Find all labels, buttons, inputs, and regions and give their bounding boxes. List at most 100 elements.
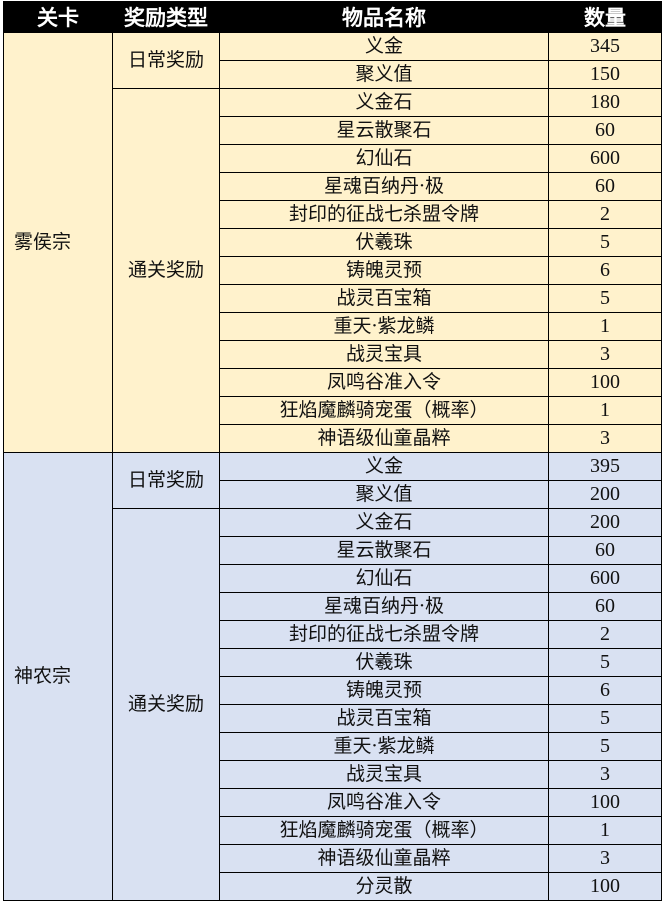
item-name-cell: 战灵宝具: [219, 340, 549, 369]
item-name-cell: 义金石: [219, 88, 549, 117]
quantity-cell: 5: [548, 732, 662, 761]
quantity-cell: 6: [548, 676, 662, 705]
table-row: 聚义值 150: [4, 60, 662, 89]
table-row: 星魂百纳丹·极 60: [4, 592, 662, 621]
reward-table: 关卡 奖励类型 物品名称 数量 雾侯宗 日常奖励 义金 345 聚义值 150 通关奖励 义金…: [3, 1, 662, 901]
item-name-cell: 聚义值: [219, 60, 549, 89]
reward-type-cell: 通关奖励: [112, 508, 220, 901]
item-name-cell: 幻仙石: [219, 144, 549, 173]
quantity-cell: 200: [548, 480, 662, 509]
level-cell: 雾侯宗: [3, 32, 113, 453]
quantity-cell: 600: [548, 564, 662, 593]
table-row: 战灵宝具 3: [4, 340, 662, 369]
quantity-cell: 60: [548, 172, 662, 201]
header-reward-type: 奖励类型: [112, 1, 220, 33]
table-row: 重天·紫龙鳞 1: [4, 312, 662, 341]
quantity-cell: 5: [548, 284, 662, 313]
table-row: 幻仙石 600: [4, 144, 662, 173]
quantity-cell: 5: [548, 228, 662, 257]
quantity-cell: 3: [548, 760, 662, 789]
table-row: 战灵百宝箱 5: [4, 704, 662, 733]
quantity-cell: 2: [548, 620, 662, 649]
quantity-cell: 5: [548, 648, 662, 677]
quantity-cell: 345: [548, 32, 662, 61]
quantity-cell: 180: [548, 88, 662, 117]
quantity-cell: 1: [548, 396, 662, 425]
quantity-cell: 3: [548, 340, 662, 369]
table-row: 狂焰魔麟骑宠蛋（概率） 1: [4, 816, 662, 845]
quantity-cell: 60: [548, 116, 662, 145]
item-name-cell: 幻仙石: [219, 564, 549, 593]
quantity-cell: 6: [548, 256, 662, 285]
item-name-cell: 战灵宝具: [219, 760, 549, 789]
item-name-cell: 凤鸣谷准入令: [219, 368, 549, 397]
item-name-cell: 封印的征战七杀盟令牌: [219, 620, 549, 649]
quantity-cell: 100: [548, 872, 662, 901]
table-row: 凤鸣谷准入令 100: [4, 368, 662, 397]
item-name-cell: 封印的征战七杀盟令牌: [219, 200, 549, 229]
quantity-cell: 60: [548, 536, 662, 565]
quantity-cell: 1: [548, 312, 662, 341]
header-level: 关卡: [3, 1, 113, 33]
table-row: 铸魄灵预 6: [4, 256, 662, 285]
header-row: 关卡 奖励类型 物品名称 数量: [3, 1, 662, 33]
table-row: 铸魄灵预 6: [4, 676, 662, 705]
item-name-cell: 星魂百纳丹·极: [219, 592, 549, 621]
item-name-cell: 星云散聚石: [219, 116, 549, 145]
reward-type-cell: 日常奖励: [112, 32, 220, 89]
table-row: 星云散聚石 60: [4, 116, 662, 145]
item-name-cell: 星云散聚石: [219, 536, 549, 565]
item-name-cell: 铸魄灵预: [219, 676, 549, 705]
table-row: 聚义值 200: [4, 480, 662, 509]
item-name-cell: 神语级仙童晶粹: [219, 844, 549, 873]
header-item-name: 物品名称: [219, 1, 549, 33]
table-row: 封印的征战七杀盟令牌 2: [4, 620, 662, 649]
item-name-cell: 重天·紫龙鳞: [219, 732, 549, 761]
table-row: 通关奖励 义金石 180: [4, 88, 662, 453]
reward-type-cell: 通关奖励: [112, 88, 220, 453]
item-name-cell: 义金: [219, 452, 549, 481]
quantity-cell: 600: [548, 144, 662, 173]
item-name-cell: 伏羲珠: [219, 648, 549, 677]
table-row: 星云散聚石 60: [4, 536, 662, 565]
item-name-cell: 分灵散: [219, 872, 549, 901]
item-name-cell: 凤鸣谷准入令: [219, 788, 549, 817]
header-quantity: 数量: [548, 1, 662, 33]
table-row: 狂焰魔麟骑宠蛋（概率） 1: [4, 396, 662, 425]
item-name-cell: 伏羲珠: [219, 228, 549, 257]
table-row: 战灵百宝箱 5: [4, 284, 662, 313]
item-name-cell: 战灵百宝箱: [219, 284, 549, 313]
table-row: 雾侯宗 日常奖励 义金 345: [3, 32, 662, 453]
quantity-cell: 3: [548, 424, 662, 453]
table-row: 通关奖励 义金石 200: [4, 508, 662, 901]
table-row: 星魂百纳丹·极 60: [4, 172, 662, 201]
item-name-cell: 义金: [219, 32, 549, 61]
quantity-cell: 2: [548, 200, 662, 229]
table-row: 神农宗 日常奖励 义金 395: [3, 452, 662, 901]
quantity-cell: 5: [548, 704, 662, 733]
item-name-cell: 战灵百宝箱: [219, 704, 549, 733]
quantity-cell: 395: [548, 452, 662, 481]
item-name-cell: 铸魄灵预: [219, 256, 549, 285]
item-name-cell: 狂焰魔麟骑宠蛋（概率）: [219, 816, 549, 845]
item-name-cell: 星魂百纳丹·极: [219, 172, 549, 201]
quantity-cell: 1: [548, 816, 662, 845]
table-row: 重天·紫龙鳞 5: [4, 732, 662, 761]
quantity-cell: 100: [548, 788, 662, 817]
quantity-cell: 3: [548, 844, 662, 873]
table-row: 伏羲珠 5: [4, 648, 662, 677]
reward-type-cell: 日常奖励: [112, 452, 220, 509]
table-row: 神语级仙童晶粹 3: [4, 844, 662, 873]
table-row: 分灵散 100: [4, 872, 662, 901]
item-name-cell: 聚义值: [219, 480, 549, 509]
item-name-cell: 狂焰魔麟骑宠蛋（概率）: [219, 396, 549, 425]
quantity-cell: 150: [548, 60, 662, 89]
quantity-cell: 60: [548, 592, 662, 621]
level-cell: 神农宗: [3, 452, 113, 901]
quantity-cell: 200: [548, 508, 662, 537]
table-row: 战灵宝具 3: [4, 760, 662, 789]
item-name-cell: 义金石: [219, 508, 549, 537]
table-row: 神语级仙童晶粹 3: [4, 424, 662, 453]
table-row: 幻仙石 600: [4, 564, 662, 593]
item-name-cell: 神语级仙童晶粹: [219, 424, 549, 453]
